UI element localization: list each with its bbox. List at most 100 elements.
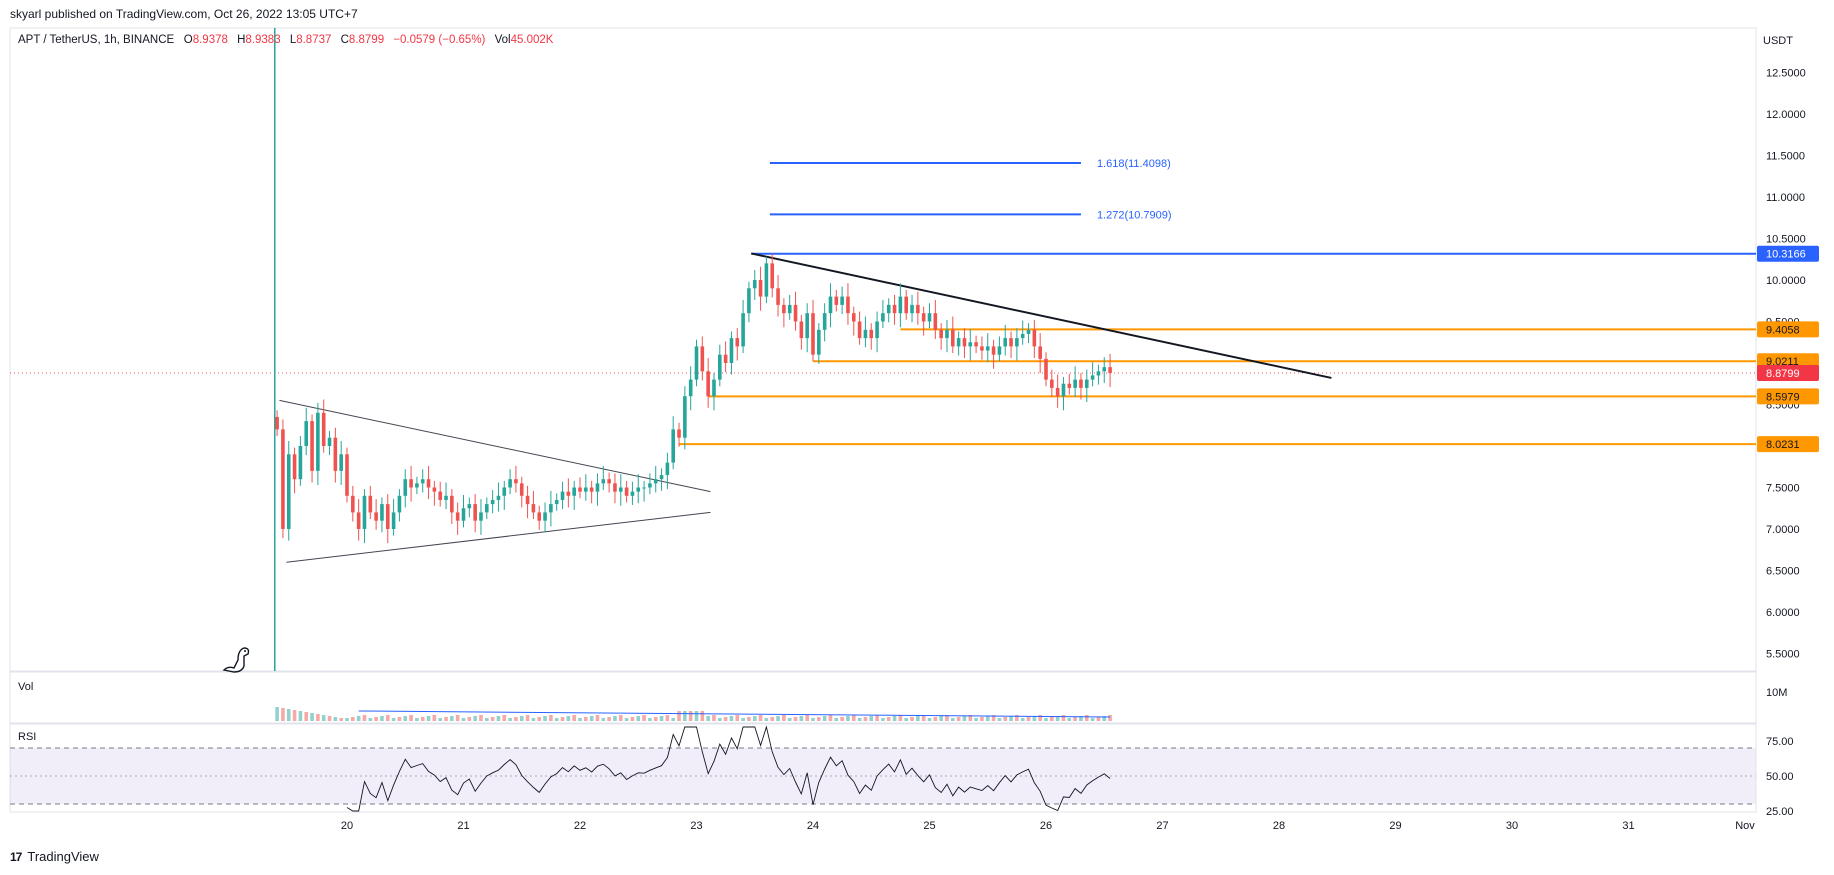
candle-76[interactable] (718, 344, 722, 387)
candle-116[interactable] (951, 316, 955, 354)
candle-104[interactable] (881, 299, 885, 329)
candle-122[interactable] (985, 333, 990, 363)
candle-41[interactable] (514, 465, 518, 493)
candle-103[interactable] (875, 311, 879, 353)
candle-100[interactable] (857, 311, 862, 345)
candle-130[interactable] (1032, 319, 1037, 359)
candle-45[interactable] (537, 505, 542, 530)
candle-93[interactable] (817, 323, 821, 364)
candle-105[interactable] (886, 298, 891, 323)
candle-22[interactable] (403, 469, 408, 508)
candle-21[interactable] (397, 489, 402, 522)
candle-118[interactable] (962, 328, 967, 359)
candle-52[interactable] (578, 477, 582, 499)
candle-47[interactable] (549, 490, 553, 527)
candle-120[interactable] (974, 335, 978, 354)
candle-48[interactable] (554, 493, 559, 511)
candle-34[interactable] (473, 494, 477, 533)
candle-0[interactable] (275, 410, 279, 437)
symbol-title[interactable]: APT / TetherUS, 1h, BINANCE (18, 34, 175, 46)
candle-13[interactable] (351, 485, 355, 522)
candle-69[interactable] (677, 422, 681, 447)
candle-12[interactable] (345, 447, 349, 503)
candle-132[interactable] (1044, 352, 1048, 387)
candle-46[interactable] (543, 502, 547, 533)
candle-81[interactable] (747, 281, 751, 323)
candle-137[interactable] (1073, 366, 1077, 398)
candle-59[interactable] (618, 474, 623, 506)
price-badge-0[interactable]: 10.3166 (1766, 249, 1806, 261)
candle-90[interactable] (799, 314, 804, 350)
candle-98[interactable] (846, 283, 850, 325)
candle-95[interactable] (828, 283, 833, 328)
candle-99[interactable] (851, 306, 856, 336)
candle-112[interactable] (927, 303, 932, 329)
candle-64[interactable] (648, 473, 652, 495)
candle-134[interactable] (1055, 374, 1060, 408)
candle-3[interactable] (292, 447, 297, 494)
candle-14[interactable] (356, 499, 361, 541)
price-badge-3[interactable]: 8.8799 (1766, 368, 1800, 380)
candle-66[interactable] (659, 468, 664, 491)
candle-37[interactable] (490, 489, 495, 514)
candle-89[interactable] (793, 291, 798, 331)
candle-17[interactable] (374, 499, 378, 530)
candle-65[interactable] (653, 465, 658, 493)
candle-24[interactable] (415, 476, 419, 495)
candle-57[interactable] (607, 472, 611, 493)
volume-pane-label[interactable]: Vol (18, 681, 34, 693)
candle-63[interactable] (642, 480, 646, 502)
candle-133[interactable] (1050, 369, 1054, 398)
candle-128[interactable] (1020, 320, 1025, 345)
candle-10[interactable] (333, 427, 338, 483)
candle-67[interactable] (665, 452, 670, 490)
candle-1[interactable] (281, 419, 285, 539)
candle-88[interactable] (787, 294, 792, 320)
tradingview-logo[interactable]: 17 TradingView (10, 849, 99, 864)
rsi-pane-label[interactable]: RSI (18, 731, 37, 743)
candle-29[interactable] (444, 482, 448, 510)
trendline-2[interactable] (286, 511, 711, 563)
candle-78[interactable] (729, 331, 734, 375)
candle-38[interactable] (496, 482, 501, 512)
candle-62[interactable] (636, 474, 641, 504)
candle-16[interactable] (368, 485, 373, 520)
candle-36[interactable] (485, 497, 489, 520)
candle-135[interactable] (1061, 377, 1066, 411)
candle-68[interactable] (671, 416, 675, 470)
candle-94[interactable] (822, 303, 827, 342)
candle-54[interactable] (589, 480, 594, 504)
candle-92[interactable] (811, 299, 815, 362)
candle-31[interactable] (455, 502, 460, 535)
candle-91[interactable] (805, 303, 809, 353)
trendline-0[interactable] (751, 252, 1332, 379)
candle-131[interactable] (1038, 333, 1042, 373)
candle-129[interactable] (1026, 323, 1031, 344)
candle-87[interactable] (782, 298, 786, 328)
candle-6[interactable] (310, 414, 314, 483)
rsi-pane[interactable] (9, 723, 1757, 813)
candle-33[interactable] (467, 497, 472, 518)
candle-2[interactable] (286, 441, 291, 541)
candle-58[interactable] (613, 473, 617, 504)
candle-111[interactable] (921, 306, 926, 336)
candle-125[interactable] (1003, 324, 1008, 356)
candle-75[interactable] (712, 372, 716, 411)
candle-72[interactable] (694, 339, 699, 387)
horizontal-levels[interactable]: 1.618(11.4098) 1.272(10.7909) (10, 158, 1756, 446)
candle-4[interactable] (298, 436, 303, 486)
candle-42[interactable] (519, 476, 524, 508)
candle-50[interactable] (566, 478, 571, 508)
price-badge-4[interactable]: 8.5979 (1766, 391, 1800, 403)
candle-19[interactable] (385, 494, 390, 544)
candle-86[interactable] (776, 275, 780, 317)
candle-97[interactable] (840, 286, 844, 315)
candle-74[interactable] (706, 358, 710, 408)
candle-114[interactable] (939, 323, 943, 350)
candle-115[interactable] (945, 319, 949, 353)
candle-140[interactable] (1090, 362, 1095, 387)
candle-43[interactable] (525, 485, 530, 519)
price-pane[interactable] (9, 27, 1757, 672)
candle-11[interactable] (339, 441, 343, 486)
candle-40[interactable] (508, 469, 512, 495)
